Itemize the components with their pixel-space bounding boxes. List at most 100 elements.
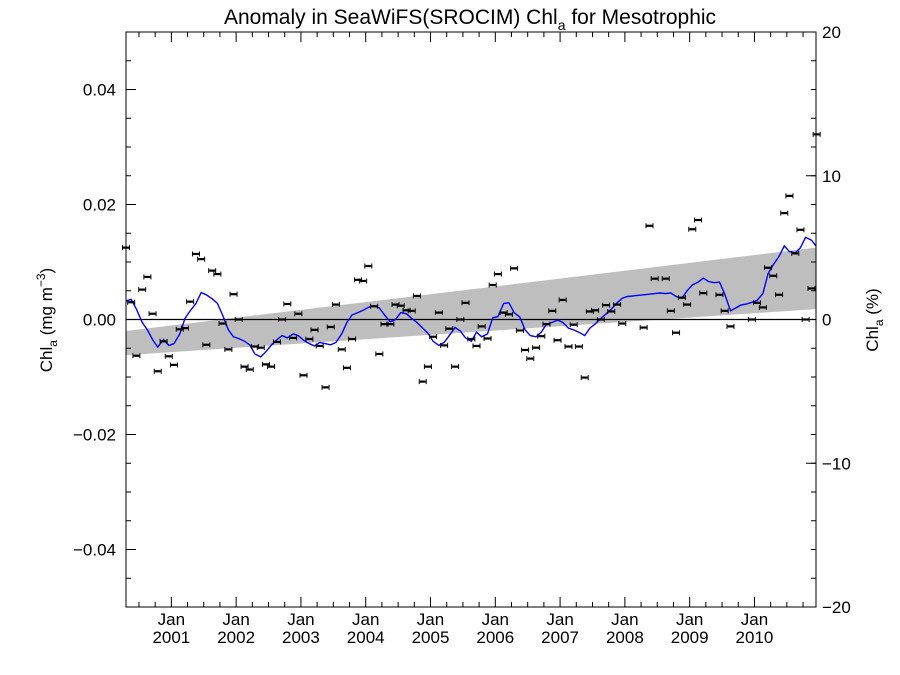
data-point [758,304,767,310]
data-point [164,353,173,359]
data-point [342,365,351,371]
data-point [747,317,756,322]
x-tick-month-label: Jan [417,610,444,629]
data-point [434,310,443,316]
data-point [310,327,319,333]
running-mean-line [125,236,817,358]
y-right-tick-label: −10 [822,454,851,473]
data-point [272,339,281,345]
data-point [461,300,470,306]
data-point [688,226,697,232]
data-point [418,379,427,385]
data-point [386,321,395,327]
x-tick-year-label: 2008 [606,628,644,647]
data-point [591,307,600,313]
data-point [456,317,465,322]
data-point [132,353,141,359]
x-tick-month-label: Jan [287,610,314,629]
x-tick-year-label: 2009 [671,628,709,647]
data-point [574,344,583,350]
data-point [348,336,357,342]
data-point [423,364,432,370]
data-point [596,317,605,322]
data-point [526,356,535,362]
data-point [796,227,805,233]
data-point [618,321,627,327]
data-point [694,217,703,223]
data-point [753,300,762,306]
data-point [645,223,654,229]
data-point [294,311,303,317]
y-right-tick-label: 10 [822,167,841,186]
data-point [537,333,546,339]
x-tick-month-label: Jan [482,610,509,629]
data-point [764,265,773,271]
data-point [429,334,438,340]
x-tick-month-label: Jan [352,610,379,629]
x-tick-month-label: Jan [222,610,249,629]
data-point [359,278,368,284]
data-point [720,308,729,314]
data-point [639,325,648,331]
data-point [493,271,502,277]
data-point [186,299,195,305]
data-point [683,302,692,308]
data-point [218,321,227,327]
data-point [726,323,735,329]
trend-band [126,247,816,356]
x-tick-year-label: 2001 [152,628,190,647]
data-point [208,268,217,274]
data-point [483,335,492,341]
data-point [159,338,168,344]
data-point [613,302,622,308]
data-point [580,375,589,381]
data-point [326,324,335,330]
data-point [289,335,298,341]
data-point [213,271,222,277]
data-point [197,256,206,262]
data-point [407,308,416,314]
data-point [553,337,562,343]
x-tick-year-label: 2005 [412,628,450,647]
data-point [370,303,379,309]
axis-ticks: 0.040.020.00−0.02−0.0420100−10−20Jan2001… [73,23,851,647]
data-point [412,293,421,299]
x-tick-month-label: Jan [158,610,185,629]
data-point [396,303,405,309]
data-point [229,291,238,297]
data-point [477,323,486,329]
running-mean-path [125,236,817,358]
x-tick-year-label: 2003 [282,628,320,647]
data-point [440,342,449,348]
data-point [467,336,476,342]
x-tick-year-label: 2006 [476,628,514,647]
data-point [558,297,567,303]
data-point [375,351,384,357]
data-point [785,193,794,199]
y-left-tick-label: 0.02 [83,196,116,215]
data-point [283,301,292,307]
data-point [677,295,686,301]
data-point [666,308,675,314]
x-tick-year-label: 2007 [541,628,579,647]
data-point [515,327,524,333]
data-point [780,210,789,216]
data-point [451,364,460,370]
x-tick-month-label: Jan [611,610,638,629]
trend-band-area [126,247,816,356]
data-point [564,344,573,350]
x-tick-year-label: 2004 [347,628,385,647]
data-point [224,346,233,352]
data-point [602,302,611,308]
data-point [321,384,330,390]
data-point [607,308,616,314]
data-point [299,372,308,378]
data-point [775,292,784,298]
data-point [180,325,189,331]
data-point [138,287,147,293]
x-tick-month-label: Jan [676,610,703,629]
data-point [445,326,454,332]
x-tick-month-label: Jan [741,610,768,629]
data-point [769,273,778,279]
